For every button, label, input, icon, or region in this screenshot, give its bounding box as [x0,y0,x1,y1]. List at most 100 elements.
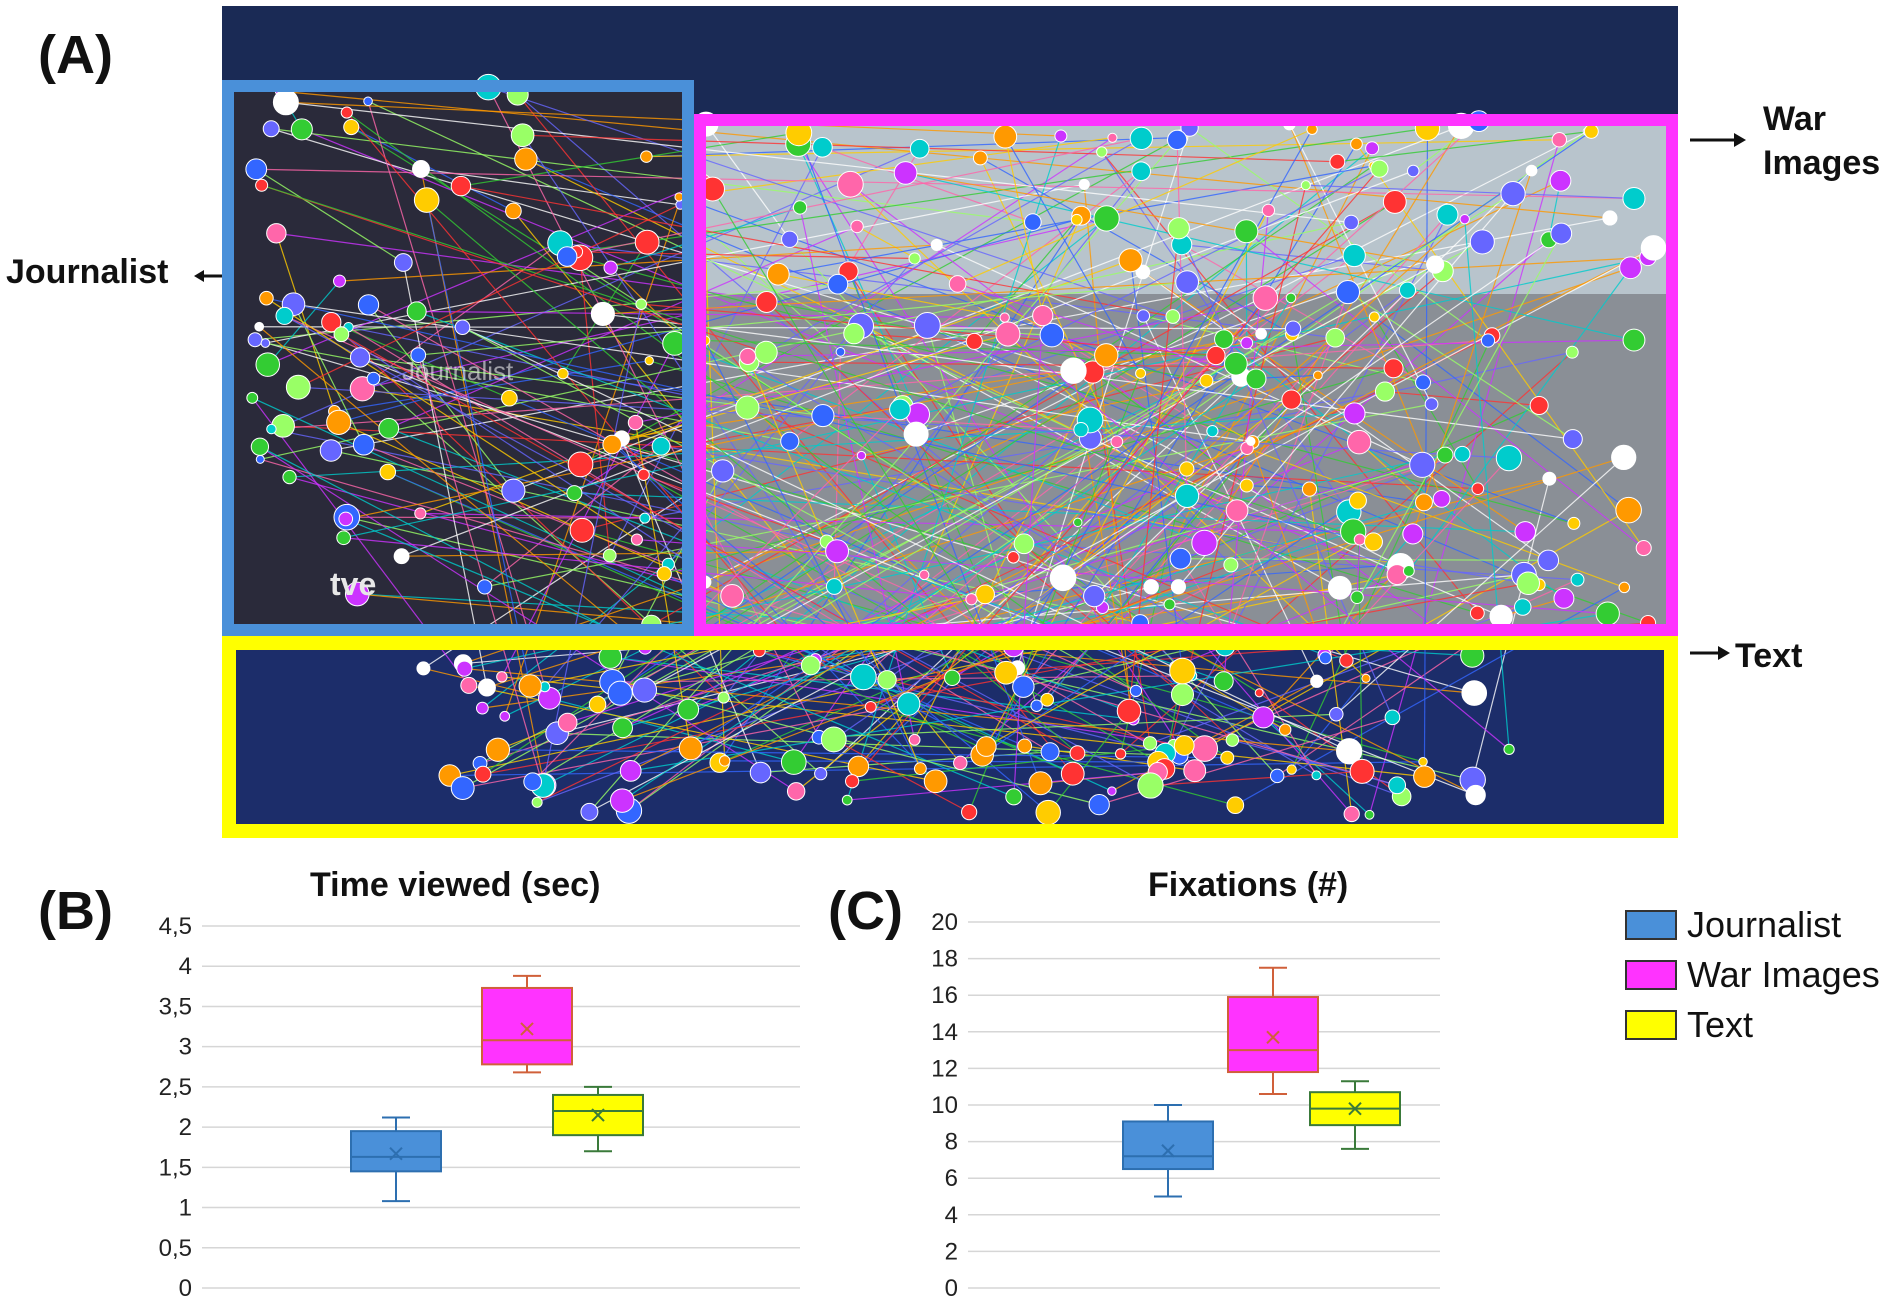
fixation-point [1514,521,1536,543]
fixation-point [631,677,658,703]
scanpath-segment [359,356,1476,796]
fixation-point [1413,765,1436,788]
fixation-point [450,776,475,800]
fixation-point [1409,451,1436,478]
fixation-point [749,761,772,784]
scanpath-segment [1358,441,1425,503]
fixation-point [393,548,410,565]
fixation-point [588,695,607,714]
scanpath-segment [1374,316,1629,511]
fixation-point [285,374,311,400]
fixation-point [1225,499,1249,522]
fixation-point [1495,444,1523,472]
fixation-point [1142,736,1158,751]
fixation-point [1049,564,1077,592]
scanpath-segment [1047,710,1130,813]
fixation-point [1615,496,1642,524]
fixation-point [1220,750,1235,765]
channel-logo: tve [330,566,377,602]
fixation-point [1030,699,1043,712]
fixation-point [557,367,569,380]
mean-marker-stroke [1266,1030,1280,1044]
fixation-point [590,301,615,326]
box-text [1309,1080,1401,1150]
scanpath-segment [532,409,901,783]
fixation-point [1570,572,1585,587]
fixation-point [634,229,660,255]
legend-item-war-images: War Images [1625,950,1880,1000]
fixation-point [1503,743,1515,756]
fixation-point [1040,692,1055,707]
fixation-point [255,352,281,377]
fixation-point [1167,217,1190,240]
box-iqr [1122,1120,1214,1171]
fixation-point [603,260,618,275]
scanpath-segment [636,538,1608,615]
scanpath-segment [1368,139,1560,815]
fixation-point [720,584,744,608]
fixation-point [460,676,478,694]
fixation-point [1622,186,1646,211]
fixation-point [843,322,865,345]
fixation-point [995,321,1021,347]
fixation-point [1013,533,1035,555]
scanpath-segment [1355,143,1645,549]
fixation-point [262,120,280,138]
scanpath-segment [426,199,531,687]
scanpath-segment [1347,291,1574,440]
y-tick-label: 3 [179,1034,192,1061]
fixation-point [1286,764,1297,775]
fixation-point [477,579,493,595]
fixation-point [1350,137,1363,151]
fixation-point [755,291,778,313]
fixation-point [1619,256,1642,280]
fixation-point [1054,129,1068,143]
fixation-point [896,692,921,716]
fixation-point [889,398,911,421]
scanpath-segment [579,257,611,556]
scanpath-segment [462,326,1350,752]
scanpath-segment [611,333,1009,446]
aoi-text [222,636,1678,838]
fixation-point [811,403,835,428]
scanpath-segment [426,199,1078,754]
fixation-point [1553,587,1575,609]
fixation-point [677,698,700,721]
fixation-point [1131,161,1152,182]
fixation-point [333,274,346,288]
fixation-point [1348,491,1367,510]
scanpath-segment [567,454,1446,724]
y-tick-label: 20 [931,909,958,936]
scanpath-segment [417,354,544,786]
scanpath-segment [1384,391,1540,407]
fixation-point [1300,180,1311,191]
fixation-point [1005,788,1023,806]
scanpath-segment [574,492,1526,533]
fixation-point [837,170,864,198]
fixation-point [1602,210,1618,226]
fixation-point [1562,429,1583,450]
y-tick-label: 3,5 [159,993,192,1020]
scanpath-segment [542,304,642,786]
fixation-point [1329,153,1346,170]
fixation-point [1163,598,1176,611]
fixation-point [1165,309,1181,324]
scanpath-segment [362,217,1107,390]
scanpath-segment [1186,281,1262,335]
fixation-point [1335,279,1361,305]
fixation-point [1398,281,1417,299]
fixation-point [656,566,672,582]
fixation-point [1129,126,1153,151]
fixation-point [1461,680,1488,706]
fixation-point [1088,793,1110,816]
scanpath-segment [343,537,972,600]
fixation-point [349,347,371,368]
scanpath-segment [1174,570,1410,668]
fixation-point [637,468,650,481]
fixation-point [1301,481,1318,497]
fixation-point [841,794,853,806]
scanpath-segment [363,444,669,565]
fixation-point [333,326,350,343]
fixation-point [1415,493,1433,512]
y-tick-label: 0 [179,1275,192,1302]
